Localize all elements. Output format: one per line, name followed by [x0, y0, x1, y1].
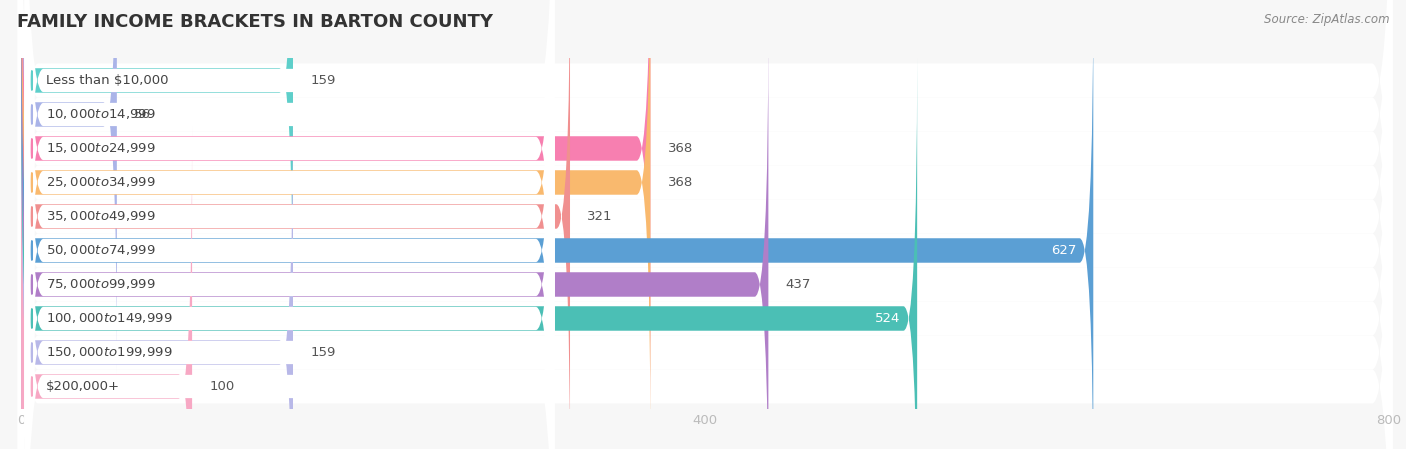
- Text: FAMILY INCOME BRACKETS IN BARTON COUNTY: FAMILY INCOME BRACKETS IN BARTON COUNTY: [17, 13, 494, 31]
- Text: $35,000 to $49,999: $35,000 to $49,999: [46, 210, 156, 224]
- FancyBboxPatch shape: [24, 0, 554, 449]
- FancyBboxPatch shape: [18, 0, 1392, 449]
- Text: 627: 627: [1050, 244, 1076, 257]
- FancyBboxPatch shape: [21, 92, 292, 449]
- FancyBboxPatch shape: [21, 127, 193, 449]
- Text: $200,000+: $200,000+: [46, 380, 120, 393]
- Text: 159: 159: [311, 74, 336, 87]
- FancyBboxPatch shape: [24, 0, 554, 449]
- FancyBboxPatch shape: [24, 0, 554, 449]
- Text: $25,000 to $34,999: $25,000 to $34,999: [46, 176, 156, 189]
- FancyBboxPatch shape: [18, 0, 1392, 449]
- FancyBboxPatch shape: [21, 0, 292, 340]
- FancyBboxPatch shape: [18, 0, 1392, 449]
- Text: $50,000 to $74,999: $50,000 to $74,999: [46, 243, 156, 257]
- FancyBboxPatch shape: [18, 0, 1392, 449]
- FancyBboxPatch shape: [24, 0, 554, 449]
- Text: 321: 321: [588, 210, 613, 223]
- FancyBboxPatch shape: [21, 0, 1094, 449]
- FancyBboxPatch shape: [24, 0, 554, 443]
- Text: 56: 56: [134, 108, 150, 121]
- FancyBboxPatch shape: [18, 0, 1392, 449]
- Text: 524: 524: [875, 312, 900, 325]
- FancyBboxPatch shape: [21, 0, 117, 374]
- Text: $15,000 to $24,999: $15,000 to $24,999: [46, 141, 156, 155]
- Text: $10,000 to $14,999: $10,000 to $14,999: [46, 107, 156, 122]
- FancyBboxPatch shape: [21, 59, 917, 449]
- Text: $100,000 to $149,999: $100,000 to $149,999: [46, 312, 173, 326]
- FancyBboxPatch shape: [21, 0, 569, 449]
- FancyBboxPatch shape: [18, 0, 1392, 449]
- FancyBboxPatch shape: [18, 0, 1392, 449]
- Text: 159: 159: [311, 346, 336, 359]
- FancyBboxPatch shape: [24, 0, 554, 449]
- FancyBboxPatch shape: [21, 25, 769, 449]
- Text: 368: 368: [668, 142, 693, 155]
- FancyBboxPatch shape: [21, 0, 651, 408]
- Text: 368: 368: [668, 176, 693, 189]
- FancyBboxPatch shape: [18, 0, 1392, 449]
- FancyBboxPatch shape: [18, 0, 1392, 449]
- FancyBboxPatch shape: [24, 24, 554, 449]
- Text: 100: 100: [209, 380, 235, 393]
- FancyBboxPatch shape: [24, 0, 554, 449]
- FancyBboxPatch shape: [24, 0, 554, 449]
- Text: Less than $10,000: Less than $10,000: [46, 74, 169, 87]
- Text: Source: ZipAtlas.com: Source: ZipAtlas.com: [1264, 13, 1389, 26]
- FancyBboxPatch shape: [18, 0, 1392, 449]
- Text: 437: 437: [786, 278, 811, 291]
- FancyBboxPatch shape: [21, 0, 651, 442]
- Text: $150,000 to $199,999: $150,000 to $199,999: [46, 345, 173, 360]
- FancyBboxPatch shape: [24, 0, 554, 449]
- Text: $75,000 to $99,999: $75,000 to $99,999: [46, 277, 156, 291]
